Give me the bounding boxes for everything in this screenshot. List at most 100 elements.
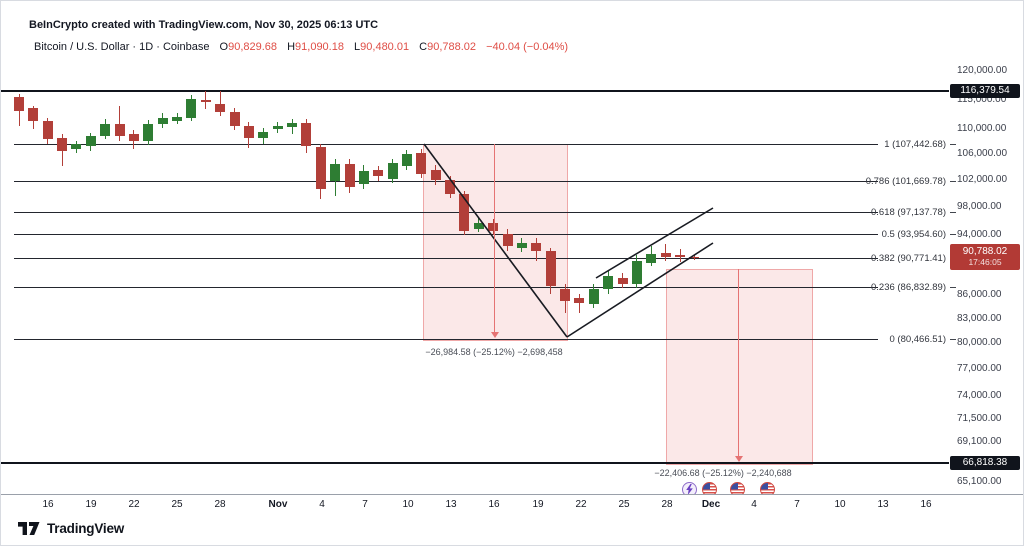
candle[interactable] bbox=[646, 254, 657, 264]
candle[interactable] bbox=[28, 107, 39, 121]
price-line-badge: 66,818.38 bbox=[950, 456, 1020, 471]
fib-level-label: 0.618 (97,137.78) bbox=[870, 207, 946, 218]
candle[interactable] bbox=[502, 233, 513, 247]
price-axis-label: 86,000.00 bbox=[957, 288, 1002, 300]
candle-wick bbox=[205, 90, 207, 109]
tradingview-logo[interactable]: TradingView bbox=[18, 521, 124, 536]
candle[interactable] bbox=[603, 276, 614, 289]
candle[interactable] bbox=[172, 116, 183, 122]
candle[interactable] bbox=[588, 289, 599, 305]
candle[interactable] bbox=[416, 153, 427, 174]
time-axis-label: 10 bbox=[402, 499, 414, 510]
time-axis-label: 7 bbox=[794, 499, 800, 510]
time-axis[interactable]: 16 19 22 25 28 Nov 4 7 10 13 16 19 22 25 28 Dec 4 7 10 13 16 bbox=[1, 494, 1023, 517]
high-label: H bbox=[287, 41, 296, 53]
candle[interactable] bbox=[215, 104, 226, 113]
candle[interactable] bbox=[344, 164, 355, 187]
high-value: 91,090.18 bbox=[295, 41, 344, 53]
projection-box[interactable] bbox=[666, 269, 813, 466]
candle[interactable] bbox=[143, 123, 154, 141]
time-axis-label: 19 bbox=[532, 499, 544, 510]
price-axis-label: 102,000.00 bbox=[957, 174, 1008, 186]
fib-level-line[interactable] bbox=[14, 212, 878, 213]
candle[interactable] bbox=[358, 170, 369, 184]
candle[interactable] bbox=[114, 123, 125, 136]
last-price-badge: 90,788.02 17:46:05 bbox=[950, 244, 1020, 271]
candle[interactable] bbox=[631, 261, 642, 285]
price-axis-label: 94,000.00 bbox=[957, 229, 1002, 241]
candle[interactable] bbox=[57, 138, 68, 151]
price-axis-label: 71,500.00 bbox=[957, 412, 1002, 424]
candle[interactable] bbox=[71, 144, 82, 150]
candle[interactable] bbox=[545, 251, 556, 287]
candle[interactable] bbox=[14, 96, 24, 111]
candle[interactable] bbox=[660, 253, 671, 258]
candle[interactable] bbox=[229, 112, 240, 126]
candle[interactable] bbox=[85, 135, 96, 146]
candle[interactable] bbox=[315, 147, 326, 189]
candle[interactable] bbox=[387, 163, 398, 180]
projection-box[interactable] bbox=[423, 144, 568, 341]
key-price-line[interactable] bbox=[1, 462, 949, 465]
candle[interactable] bbox=[531, 242, 542, 251]
candle[interactable] bbox=[128, 134, 139, 141]
candle[interactable] bbox=[258, 131, 269, 139]
candle[interactable] bbox=[186, 98, 197, 118]
candle[interactable] bbox=[287, 123, 298, 128]
candle[interactable] bbox=[100, 123, 111, 136]
time-axis-label: 10 bbox=[834, 499, 846, 510]
fib-axis-tick bbox=[950, 212, 956, 213]
measure-arrow-icon bbox=[734, 456, 743, 463]
candle[interactable] bbox=[560, 289, 571, 302]
time-axis-label: 22 bbox=[128, 499, 140, 510]
price-line-badge: 116,379.54 bbox=[950, 83, 1020, 98]
candle[interactable] bbox=[516, 242, 527, 248]
candle[interactable] bbox=[473, 223, 484, 229]
fib-level-line[interactable] bbox=[14, 144, 878, 146]
fib-level-line[interactable] bbox=[14, 257, 878, 259]
candle[interactable] bbox=[243, 126, 254, 139]
tradingview-wordmark: TradingView bbox=[47, 521, 125, 536]
fib-level-line[interactable] bbox=[14, 234, 878, 236]
fib-axis-tick bbox=[950, 287, 956, 289]
candle[interactable] bbox=[330, 164, 341, 182]
candle[interactable] bbox=[301, 123, 312, 146]
time-axis-label: Nov bbox=[268, 499, 288, 510]
price-axis-label: 110,000.00 bbox=[957, 123, 1007, 135]
trend-line[interactable] bbox=[595, 207, 714, 279]
symbol-title[interactable]: Bitcoin / U.S. Dollar · 1D · Coinbase bbox=[34, 41, 210, 53]
fib-level-label: 0.5 (93,954.60) bbox=[881, 229, 946, 241]
time-axis-label: 4 bbox=[319, 499, 325, 510]
low-label: L bbox=[354, 41, 361, 53]
key-price-line[interactable] bbox=[1, 89, 949, 92]
time-axis-label: 22 bbox=[575, 499, 587, 510]
price-axis-label: 83,000.00 bbox=[957, 312, 1002, 324]
candle[interactable] bbox=[157, 118, 168, 124]
price-axis[interactable]: 120,000.00 115,000.00 110,000.00 106,000.00… bbox=[949, 1, 1023, 516]
candle[interactable] bbox=[200, 99, 211, 102]
measure-line[interactable] bbox=[738, 269, 739, 457]
low-value: 90,480.01 bbox=[360, 41, 410, 53]
fib-level-line[interactable] bbox=[14, 287, 878, 289]
time-axis-label: 16 bbox=[42, 499, 54, 510]
fib-level-label: 0 (80,466.51) bbox=[889, 333, 946, 345]
candle[interactable] bbox=[373, 170, 384, 177]
candle[interactable] bbox=[430, 170, 441, 181]
candle[interactable] bbox=[675, 255, 686, 258]
candle[interactable] bbox=[445, 180, 456, 195]
candle[interactable] bbox=[617, 278, 628, 285]
candle[interactable] bbox=[272, 126, 283, 129]
candle[interactable] bbox=[401, 154, 412, 166]
measure-line[interactable] bbox=[494, 144, 495, 332]
candle[interactable] bbox=[574, 298, 585, 304]
bar-countdown: 17:46:05 bbox=[968, 257, 1002, 268]
candle[interactable] bbox=[459, 194, 470, 231]
price-axis-label: 120,000.00 bbox=[957, 64, 1008, 76]
time-axis-label: Dec bbox=[701, 499, 721, 510]
fib-axis-tick bbox=[950, 338, 956, 340]
fib-level-line[interactable] bbox=[14, 338, 878, 340]
candle[interactable] bbox=[42, 121, 53, 140]
candle[interactable] bbox=[689, 257, 700, 259]
